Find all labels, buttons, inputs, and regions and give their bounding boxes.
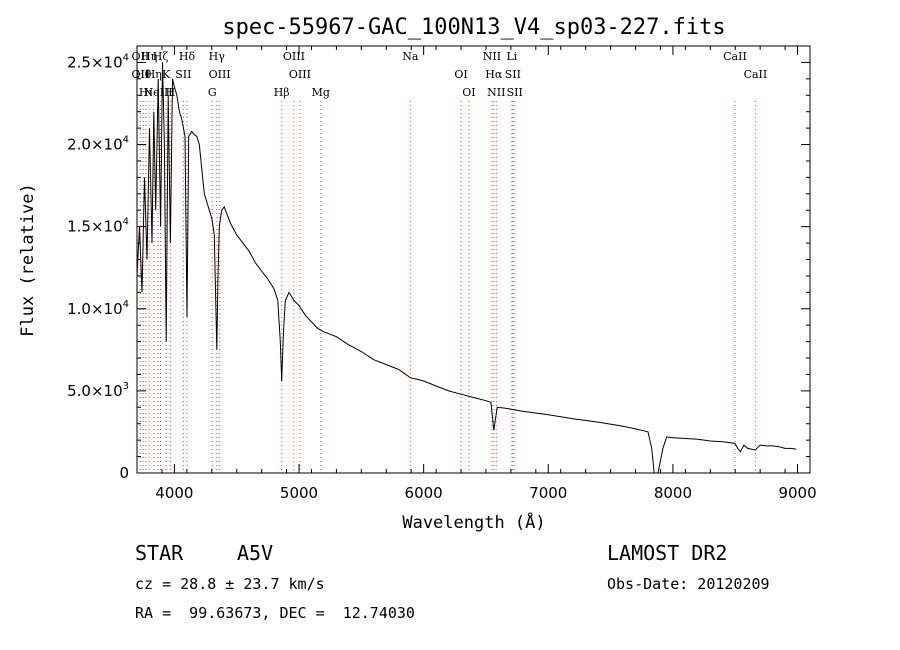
line-label: OI [462,86,475,99]
line-label: K [162,68,171,81]
survey-name: LAMOST DR2 [607,541,728,565]
line-label: OI [454,68,467,81]
object-subclass: A5V [237,541,274,565]
line-label: OII [132,50,150,63]
line-label: Li [506,50,517,63]
line-label: SII [175,68,191,81]
y-tick-label: 5.0×103 [67,381,129,400]
y-tick-label: 1.5×104 [67,217,129,236]
plot-frame [136,45,811,474]
line-label: SII [507,86,523,99]
x-axis: 4000 5000 6000 7000 8000 9000 [136,46,817,502]
line-label: OIII [283,50,305,63]
line-label: Hι [139,86,153,99]
line-label: CaII [723,50,747,63]
line-label: G [208,86,217,99]
x-tick-label: 6000 [405,484,443,502]
object-class: STAR [135,541,184,565]
line-label: Hθ [135,68,152,81]
line-label: Hγ [209,50,226,63]
x-tick-label: 7000 [529,484,567,502]
spectral-line-markers [139,101,756,473]
coordinates: RA = 99.63673, DEC = 12.74030 [135,604,415,622]
x-tick-label: 5000 [280,484,318,502]
line-label: NII [483,50,501,63]
observation-date: Obs-Date: 20120209 [607,575,770,593]
x-tick-label: 9000 [778,484,816,502]
line-label: SII [505,68,521,81]
line-label: OII [132,68,150,81]
line-label: Hα [485,68,503,81]
line-label: OIII [209,68,231,81]
line-label: CaII [744,68,768,81]
line-label: Hδ [179,50,196,63]
x-tick-label: 4000 [155,484,193,502]
redshift-velocity: cz = 28.8 ± 23.7 km/s [135,575,325,593]
y-tick-label: 1.0×104 [67,299,129,318]
y-axis-title: Flux (relative) [18,183,38,337]
line-label: Mg [312,86,330,99]
line-label: Hη [146,68,162,81]
y-axis: 0 5.0×103 1.0×104 1.5×104 2.0×104 2.5×104 [67,45,810,482]
x-tick-label: 8000 [654,484,692,502]
y-tick-label: 0 [119,464,129,482]
line-label: Hη [141,50,157,63]
spectrum-line [136,62,797,474]
line-label: H [166,86,176,99]
y-tick-label: 2.0×104 [67,135,129,154]
line-label: Na [402,50,419,63]
line-label: Hζ [153,50,169,63]
y-tick-label: 2.5×104 [67,52,129,71]
line-label: Hβ [274,86,290,99]
line-label: NII [487,86,505,99]
chart-title: spec-55967-GAC_100N13_V4_sp03-227.fits [222,15,725,40]
x-axis-title: Wavelength (Å) [402,511,545,533]
spectral-line-labels: OIIOIIHθHιHηHηNeIIIHζKHHδSIIGHγOIIIHβOII… [132,50,768,99]
line-label: OIII [289,68,311,81]
